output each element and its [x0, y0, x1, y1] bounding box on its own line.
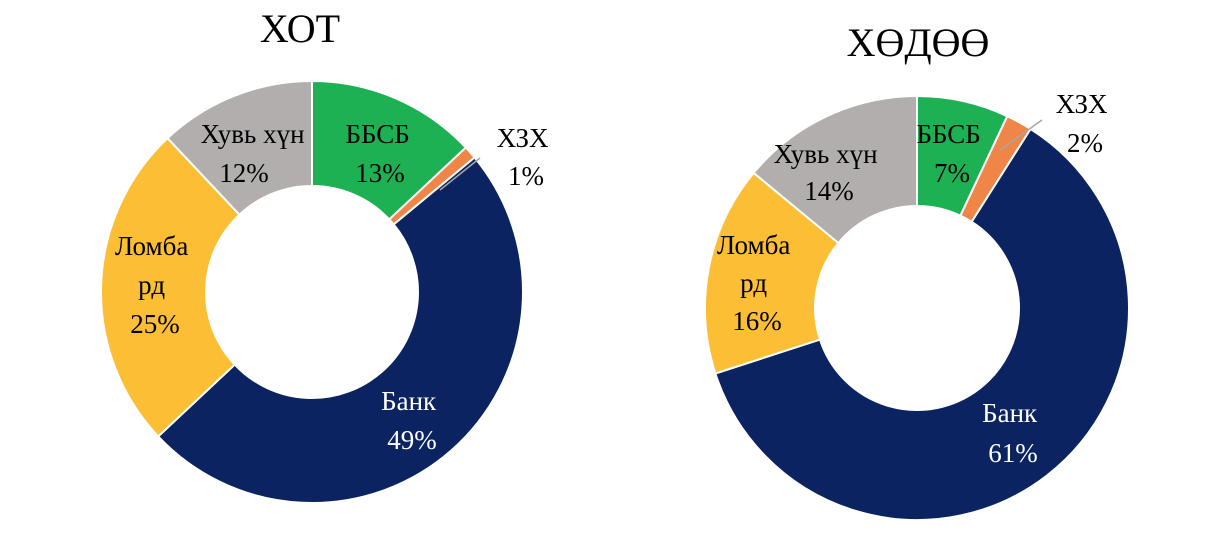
rural-label-lombard-line1: Ломба — [717, 230, 790, 260]
city-label-bank-name: Банк — [381, 386, 437, 416]
city-slice-4 — [166, 79, 313, 217]
rural-label-hubv-hun-pct: 14% — [804, 176, 854, 206]
city-label-bank: Банк 49% — [381, 386, 443, 455]
city-label-lombard-pct: 25% — [130, 309, 180, 339]
rural-label-lombard-line2: рд — [740, 268, 767, 298]
city-label-hubv-hun-pct: 12% — [219, 158, 269, 188]
city-hzh-leader-line — [439, 157, 481, 191]
rural-label-hzh-pct: 2% — [1067, 128, 1103, 158]
rural-chart-title: ХӨДӨӨ — [847, 20, 990, 65]
rural-label-bbsb-pct: 7% — [934, 158, 970, 188]
rural-label-bbsb-name: ББСБ — [916, 119, 980, 149]
rural-label-hubv-hun: Хувь хүн 14% — [774, 139, 885, 206]
city-slice-2 — [156, 156, 524, 504]
city-donut-slices — [100, 79, 524, 504]
city-label-lombard: Ломба рд 25% — [115, 231, 195, 339]
rural-label-lombard-pct: 16% — [732, 306, 782, 336]
rural-slice-4 — [752, 94, 918, 245]
rural-label-hzh: ХЗХ 2% — [1056, 89, 1115, 158]
rural-slice-2 — [714, 127, 1130, 521]
city-donut-chart: ХОТ Хувь хүн 12% ББСБ 13% ХЗХ 1% Ломба р… — [100, 6, 556, 504]
rural-label-bank: Банк 61% — [982, 398, 1044, 468]
rural-hzh-leader-line — [999, 119, 1043, 151]
city-label-bank-pct: 49% — [387, 425, 437, 455]
city-label-bbsb-name: ББСБ — [345, 119, 409, 149]
rural-donut-chart: ХӨДӨӨ Хувь хүн 14% ББСБ 7% ХЗХ 2% Ломба … — [704, 20, 1130, 521]
city-label-hzh-pct: 1% — [508, 161, 544, 191]
city-label-hzh-name: ХЗХ — [497, 123, 549, 153]
city-slice-3 — [100, 136, 241, 438]
city-label-bbsb: ББСБ 13% — [345, 119, 416, 188]
city-label-hzh: ХЗХ 1% — [497, 123, 556, 191]
city-label-hubv-hun-name: Хувь хүн — [201, 119, 305, 149]
rural-label-bank-pct: 61% — [988, 438, 1038, 468]
rural-label-bbsb: ББСБ 7% — [916, 119, 987, 188]
city-label-hubv-hun: Хувь хүн 12% — [201, 119, 312, 188]
city-label-lombard-line1: Ломба — [115, 231, 188, 261]
rural-label-bank-name: Банк — [982, 398, 1038, 428]
city-label-lombard-line2: рд — [138, 270, 165, 300]
rural-slice-3 — [704, 171, 840, 375]
city-chart-title: ХОТ — [260, 6, 340, 51]
city-label-bbsb-pct: 13% — [355, 158, 405, 188]
rural-label-lombard: Ломба рд 16% — [717, 230, 797, 336]
rural-label-hzh-name: ХЗХ — [1056, 89, 1108, 119]
rural-label-hubv-hun-name: Хувь хүн — [774, 139, 878, 169]
rural-donut-slices — [704, 94, 1130, 521]
